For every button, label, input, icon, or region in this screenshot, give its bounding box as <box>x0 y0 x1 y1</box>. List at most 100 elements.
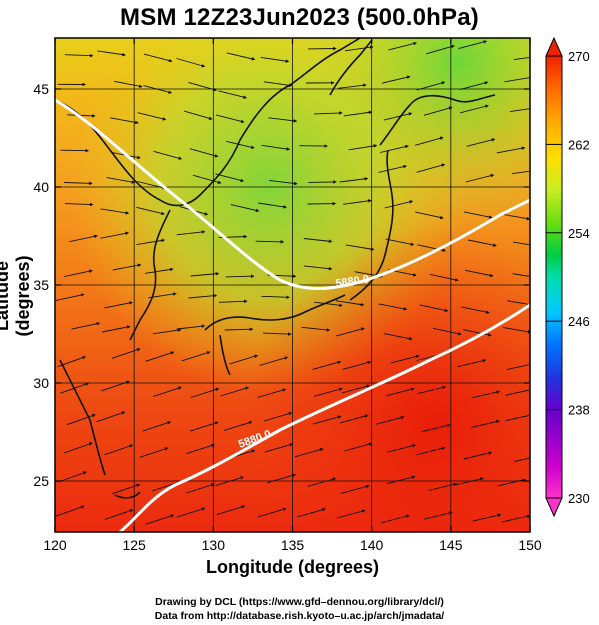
x-axis-label: Longitude (degrees) <box>205 557 379 577</box>
streamline <box>64 269 93 278</box>
colorbar-tick-label: 230 <box>568 491 590 506</box>
streamline <box>188 293 218 299</box>
colorbar: 270 262 254 246 238 230 <box>545 36 590 518</box>
streamline <box>55 293 85 301</box>
streamline <box>458 40 488 50</box>
streamline <box>111 348 141 359</box>
streamline <box>416 163 446 173</box>
streamline <box>225 140 255 149</box>
colorbar-body <box>545 55 563 499</box>
streamline <box>471 390 501 399</box>
colorbar-tick-label: 238 <box>568 403 590 418</box>
x-axis: 120 125 130 135 140 145 150 <box>43 38 542 553</box>
streamline <box>378 164 407 173</box>
streamline <box>192 174 222 185</box>
streamline <box>506 364 530 371</box>
streamline <box>513 56 530 61</box>
streamline <box>336 509 366 519</box>
streamline <box>505 414 530 422</box>
streamline <box>472 513 502 522</box>
streamline <box>314 111 343 115</box>
streamline <box>188 81 217 92</box>
streamline <box>218 299 248 304</box>
streamline <box>218 90 247 99</box>
streamline <box>307 477 337 487</box>
streamline <box>114 80 143 88</box>
streamline <box>148 292 177 299</box>
streamline <box>496 146 526 154</box>
streamline <box>176 507 206 518</box>
streamline <box>419 304 449 313</box>
streamline <box>465 173 495 183</box>
streamline <box>390 354 420 364</box>
streamline <box>340 484 370 494</box>
contour-5880-south <box>119 303 530 532</box>
streamline <box>257 388 287 398</box>
streamline <box>112 263 142 271</box>
streamline <box>181 351 211 362</box>
streamline <box>384 200 414 209</box>
streamline <box>220 386 250 397</box>
streamline <box>466 138 496 147</box>
streamline <box>348 144 378 151</box>
streamline <box>176 58 206 68</box>
streamline <box>424 511 453 520</box>
y-tick-label: 25 <box>33 473 49 489</box>
x-tick-label: 135 <box>281 537 305 553</box>
streamline <box>505 389 530 396</box>
streamline <box>463 211 493 219</box>
streamline <box>225 274 255 278</box>
streamline <box>176 230 206 236</box>
streamline <box>416 446 446 456</box>
streamline <box>226 52 256 61</box>
streamline <box>230 204 260 213</box>
streamline <box>259 356 289 366</box>
colorbar-ticks: 270 262 254 246 238 230 <box>546 49 590 506</box>
streamline <box>104 509 134 520</box>
streamline <box>514 457 530 462</box>
streamline <box>258 202 287 209</box>
streamline <box>67 414 96 426</box>
streamline <box>176 324 206 330</box>
streamline <box>378 303 408 311</box>
y-axis: 25 30 35 40 45 <box>33 81 530 489</box>
streamline <box>64 53 94 58</box>
streamline <box>64 181 93 186</box>
streamline <box>303 238 333 243</box>
streamline <box>106 177 136 184</box>
streamline <box>301 326 331 332</box>
streamline <box>55 505 85 517</box>
streamline <box>502 326 530 334</box>
streamline <box>314 387 343 397</box>
x-tick-label: 145 <box>439 537 463 553</box>
streamline <box>344 45 374 52</box>
streamline <box>414 136 444 146</box>
x-tick-label: 130 <box>202 537 226 553</box>
streamline <box>223 420 253 431</box>
streamline <box>463 451 493 460</box>
streamline <box>255 240 285 244</box>
y-axis-label: Latitude (degrees) <box>0 255 33 337</box>
streamline <box>60 382 90 394</box>
streamline <box>186 483 215 494</box>
x-tick-label: 125 <box>122 537 146 553</box>
streamline <box>457 359 487 368</box>
streamline <box>385 238 415 246</box>
streamline <box>267 473 296 484</box>
streamline <box>429 273 459 282</box>
streamline <box>416 81 446 91</box>
streamline <box>268 117 298 123</box>
credit-drawing: Drawing by DCL (https://www.gfd–dennou.o… <box>155 596 444 608</box>
x-tick-label: 120 <box>43 537 67 553</box>
y-tick-label: 40 <box>33 179 49 195</box>
streamline <box>189 148 219 158</box>
streamline <box>417 385 447 395</box>
streamline <box>110 117 139 125</box>
streamline <box>97 50 126 57</box>
streamline <box>335 300 365 307</box>
x-tick-label: 140 <box>360 537 384 553</box>
streamline <box>336 327 365 337</box>
streamline <box>385 387 415 397</box>
streamline <box>64 442 93 454</box>
